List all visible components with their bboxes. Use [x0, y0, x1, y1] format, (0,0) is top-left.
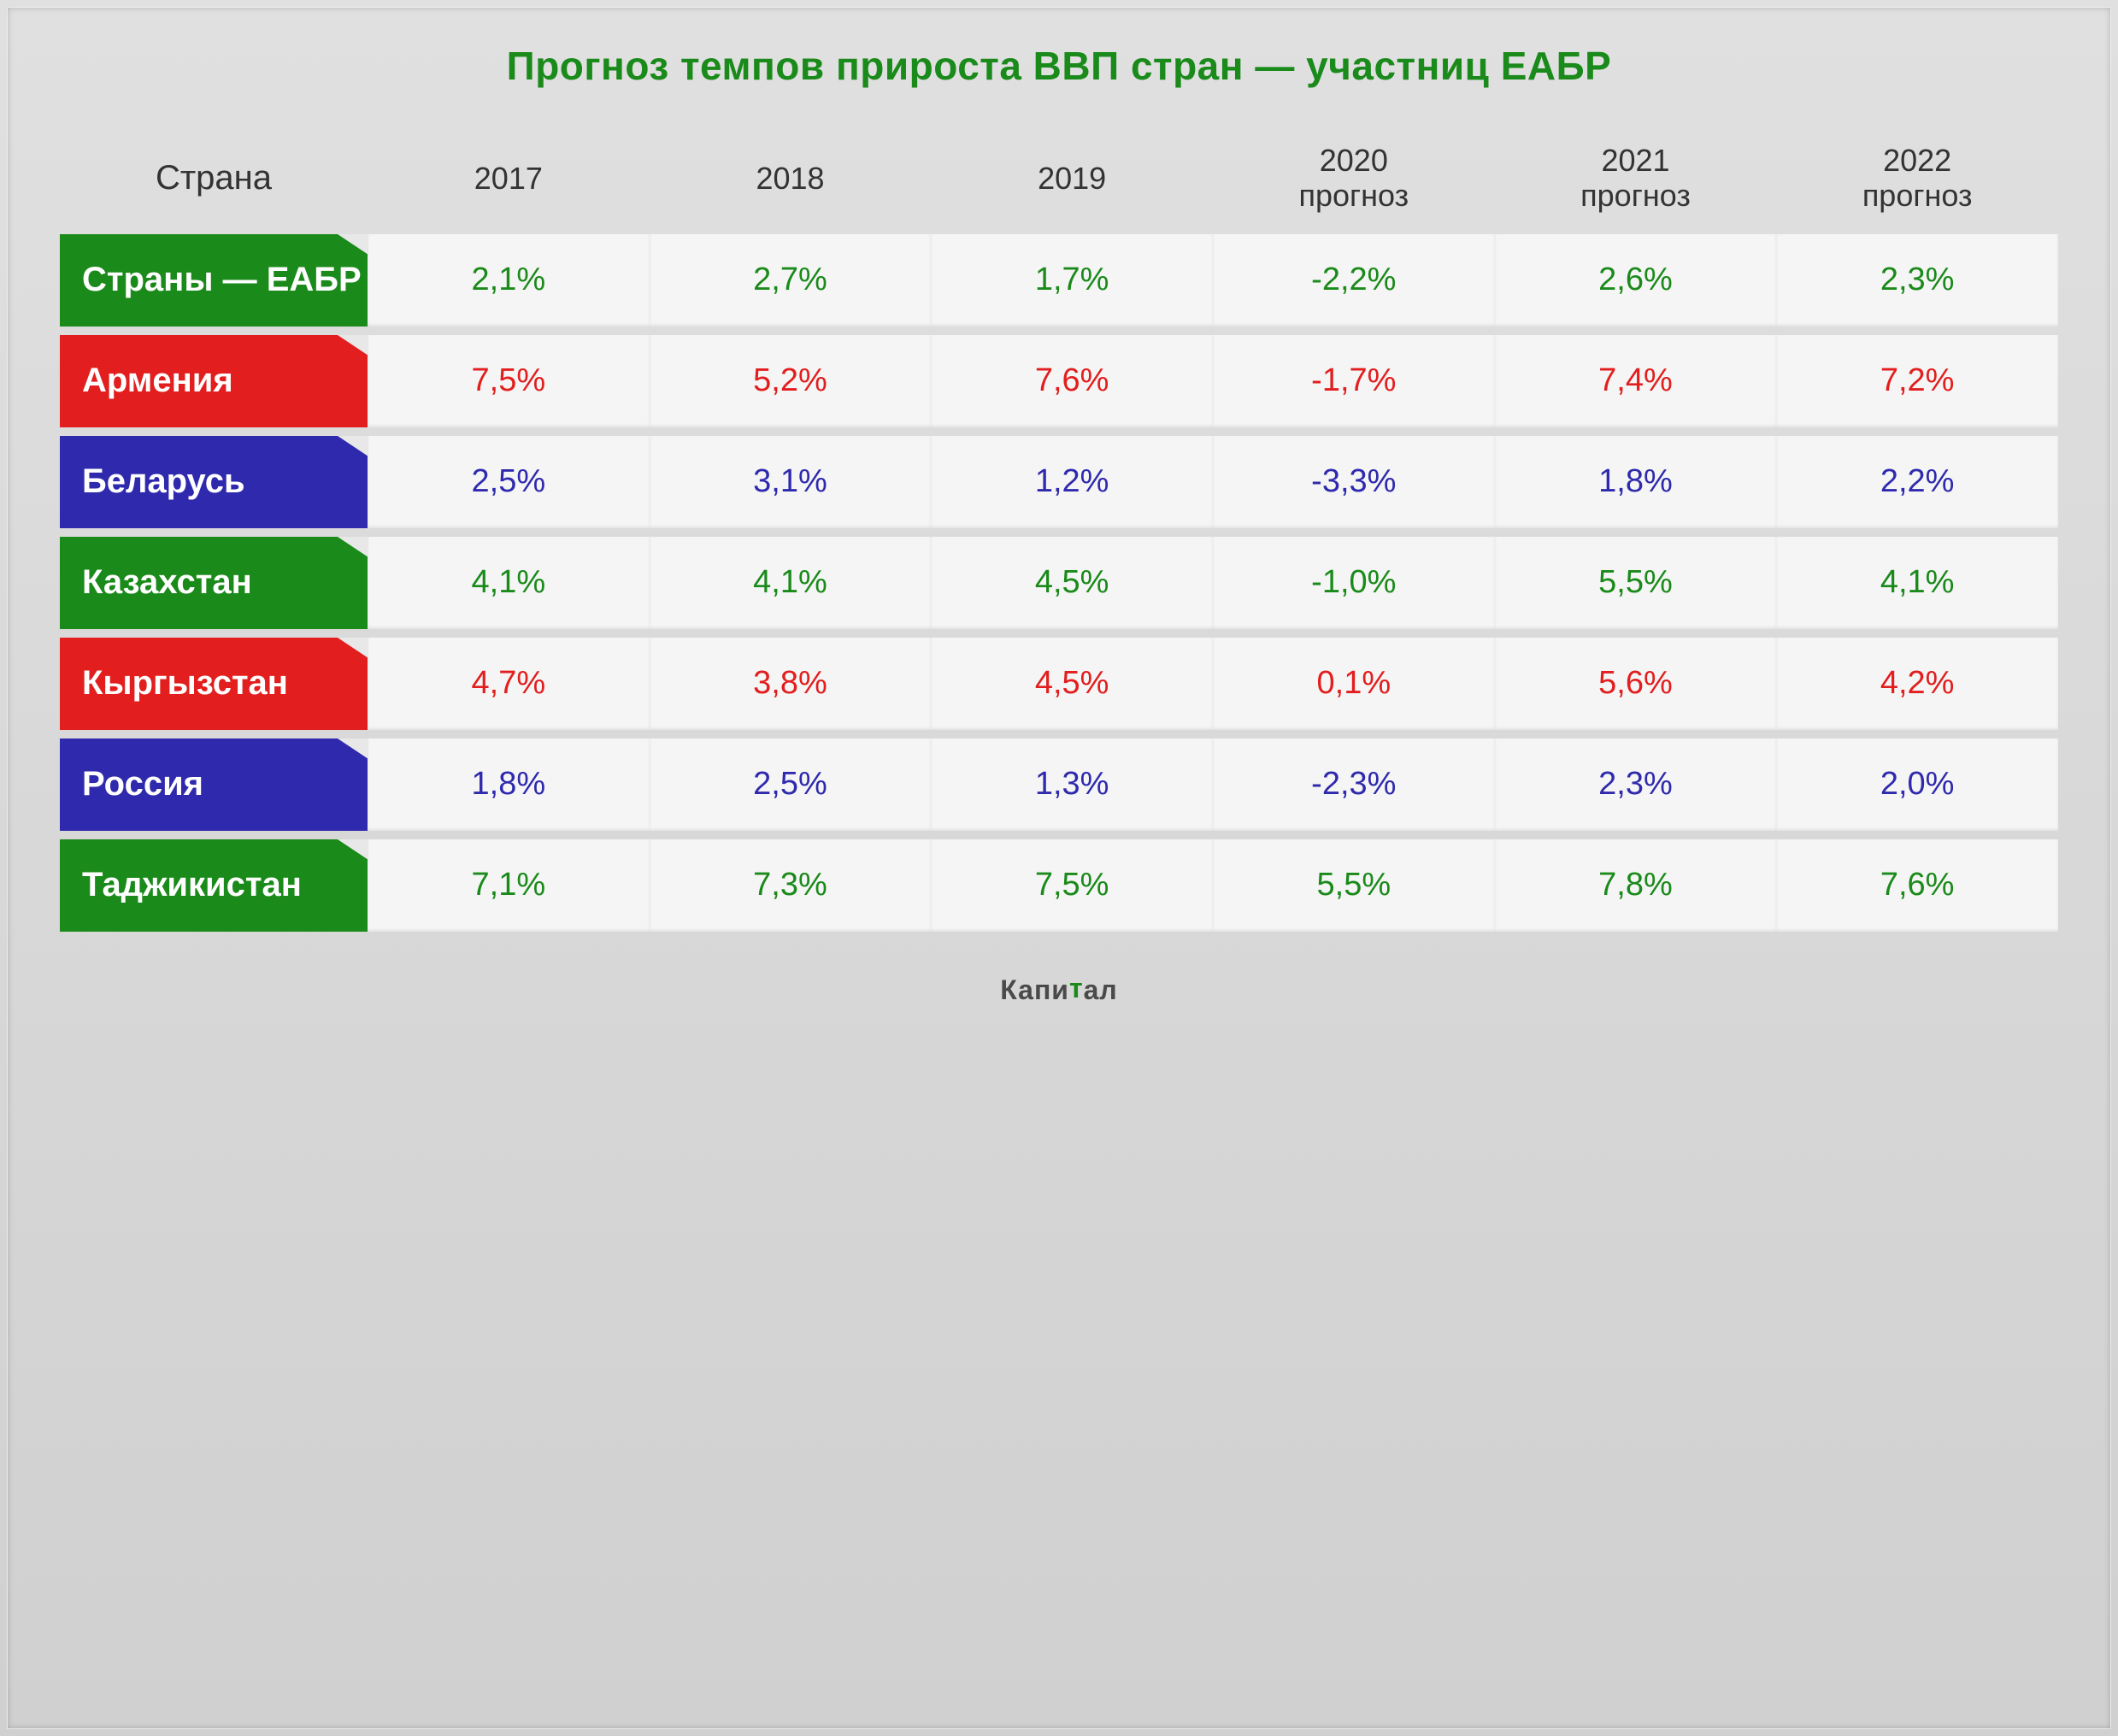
- row-label: Казахстан: [60, 537, 368, 629]
- table-cell: 5,2%: [650, 335, 932, 427]
- table-cell: 4,5%: [931, 537, 1213, 629]
- table-cell: 2,5%: [368, 436, 650, 528]
- col-header: 2019: [931, 136, 1213, 226]
- table-cell: 7,6%: [1776, 839, 2058, 932]
- table-cell: 2,7%: [650, 234, 932, 327]
- table-cell: 2,2%: [1776, 436, 2058, 528]
- table-cell: 7,1%: [368, 839, 650, 932]
- table-cell: 2,3%: [1776, 234, 2058, 327]
- row-notch: [338, 839, 368, 860]
- table-cell: 2,0%: [1776, 739, 2058, 831]
- col-header: 2022 прогноз: [1776, 136, 2058, 226]
- row-label: Беларусь: [60, 436, 368, 528]
- table-cell: 2,1%: [368, 234, 650, 327]
- table-cell: 7,6%: [931, 335, 1213, 427]
- col-header: 2017: [368, 136, 650, 226]
- col-header: 2018: [650, 136, 932, 226]
- table-cell: 4,1%: [650, 537, 932, 629]
- table-cell: 5,5%: [1213, 839, 1495, 932]
- row-label-text: Казахстан: [82, 563, 252, 602]
- table-cell: -2,3%: [1213, 739, 1495, 831]
- table-cell: -3,3%: [1213, 436, 1495, 528]
- table-cell: -1,0%: [1213, 537, 1495, 629]
- row-label: Страны — ЕАБР: [60, 234, 368, 327]
- table-cell: 3,1%: [650, 436, 932, 528]
- table-cell: 2,3%: [1495, 739, 1777, 831]
- row-label-text: Кыргызстан: [82, 664, 288, 703]
- table-cell: 7,3%: [650, 839, 932, 932]
- table-cell: 4,7%: [368, 638, 650, 730]
- row-notch: [338, 537, 368, 557]
- footer-logo: Капитал: [60, 974, 2058, 1006]
- table-cell: 4,1%: [368, 537, 650, 629]
- footer-accent: т: [1069, 973, 1084, 1004]
- table-cell: 4,5%: [931, 638, 1213, 730]
- table-cell: 1,3%: [931, 739, 1213, 831]
- row-label-text: Армения: [82, 362, 233, 400]
- row-notch: [338, 234, 368, 255]
- table-cell: -2,2%: [1213, 234, 1495, 327]
- row-label: Кыргызстан: [60, 638, 368, 730]
- col-header: 2020 прогноз: [1213, 136, 1495, 226]
- row-label: Армения: [60, 335, 368, 427]
- table-cell: 4,1%: [1776, 537, 2058, 629]
- page-title: Прогноз темпов прироста ВВП стран — учас…: [60, 43, 2058, 89]
- row-notch: [338, 436, 368, 456]
- row-label: Россия: [60, 739, 368, 831]
- row-label-text: Таджикистан: [82, 866, 302, 904]
- table-cell: 1,2%: [931, 436, 1213, 528]
- table-cell: 7,4%: [1495, 335, 1777, 427]
- table-cell: 7,8%: [1495, 839, 1777, 932]
- row-label-text: Страны — ЕАБР: [82, 261, 362, 299]
- table-cell: -1,7%: [1213, 335, 1495, 427]
- table-cell: 1,8%: [368, 739, 650, 831]
- col-header-country: Страна: [60, 136, 368, 226]
- table-cell: 4,2%: [1776, 638, 2058, 730]
- table-cell: 2,5%: [650, 739, 932, 831]
- table-cell: 5,6%: [1495, 638, 1777, 730]
- table-cell: 5,5%: [1495, 537, 1777, 629]
- table-cell: 7,5%: [931, 839, 1213, 932]
- table-cell: 0,1%: [1213, 638, 1495, 730]
- table-cell: 7,5%: [368, 335, 650, 427]
- footer-post: ал: [1084, 974, 1118, 1005]
- row-notch: [338, 739, 368, 759]
- row-notch: [338, 335, 368, 356]
- row-notch: [338, 638, 368, 658]
- footer-pre: Капи: [1000, 974, 1069, 1005]
- row-label: Таджикистан: [60, 839, 368, 932]
- row-label-text: Беларусь: [82, 462, 245, 501]
- col-header: 2021 прогноз: [1495, 136, 1777, 226]
- gdp-table: Страна2017201820192020 прогноз2021 прогн…: [60, 136, 2058, 932]
- table-cell: 1,8%: [1495, 436, 1777, 528]
- table-cell: 1,7%: [931, 234, 1213, 327]
- table-cell: 2,6%: [1495, 234, 1777, 327]
- row-label-text: Россия: [82, 765, 203, 803]
- table-cell: 3,8%: [650, 638, 932, 730]
- table-cell: 7,2%: [1776, 335, 2058, 427]
